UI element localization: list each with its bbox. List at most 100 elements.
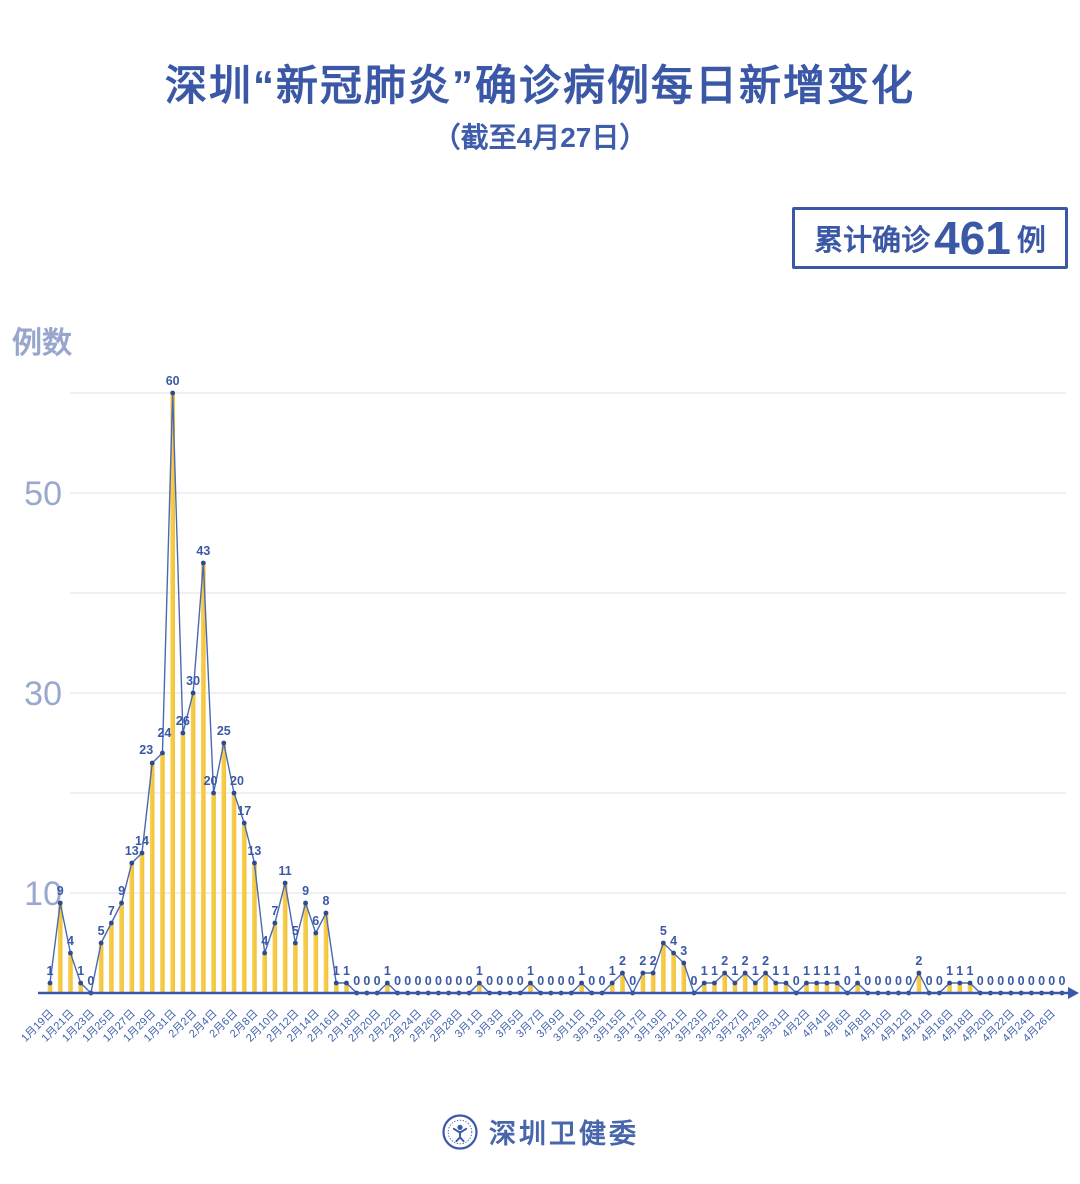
value-label: 0 [1048, 974, 1055, 988]
data-point [804, 980, 809, 986]
value-label: 43 [196, 544, 210, 558]
value-label: 0 [455, 974, 462, 988]
value-label: 9 [57, 884, 64, 898]
bar [262, 953, 267, 993]
data-point [211, 790, 216, 796]
bar [579, 983, 584, 993]
bar [753, 983, 758, 993]
data-point [476, 980, 482, 986]
data-point [98, 940, 104, 946]
data-point [650, 970, 656, 976]
value-label: 1 [803, 964, 810, 978]
value-label: 0 [936, 974, 943, 988]
bar [323, 913, 329, 993]
bar [967, 983, 973, 993]
data-point [78, 980, 84, 986]
value-label: 1 [956, 964, 963, 978]
value-label: 0 [691, 974, 698, 988]
value-label: 6 [312, 914, 319, 928]
value-label: 11 [279, 864, 292, 878]
data-point [620, 970, 625, 976]
value-label: 2 [742, 954, 749, 968]
value-label: 0 [517, 974, 524, 988]
data-point [671, 950, 676, 956]
bar [712, 983, 717, 993]
value-label: 0 [537, 974, 544, 988]
value-label: 1 [731, 964, 738, 978]
value-label: 1 [752, 964, 759, 978]
value-label: 23 [139, 743, 153, 757]
bar [303, 903, 308, 993]
value-label: 13 [125, 844, 139, 858]
value-label: 0 [588, 974, 595, 988]
bar [773, 983, 779, 993]
data-point [773, 980, 779, 986]
value-label: 26 [176, 714, 190, 728]
value-label: 0 [1018, 974, 1025, 988]
data-point [190, 690, 196, 696]
data-point [609, 980, 615, 986]
value-label: 0 [895, 974, 902, 988]
value-label: 4 [261, 934, 268, 948]
value-label: 0 [466, 974, 473, 988]
data-point [160, 750, 165, 756]
value-label: 0 [1059, 974, 1066, 988]
bar [701, 983, 707, 993]
data-point [149, 760, 155, 766]
bar [834, 983, 840, 993]
data-point [313, 930, 319, 936]
bar [98, 943, 104, 993]
bar [78, 983, 83, 993]
value-label: 0 [1038, 974, 1045, 988]
data-point [824, 980, 830, 986]
value-label: 1 [701, 964, 708, 978]
data-point [108, 920, 114, 926]
value-label: 0 [844, 974, 851, 988]
value-label: 8 [323, 894, 330, 908]
data-point [129, 860, 135, 866]
value-label: 0 [394, 974, 401, 988]
bar [650, 973, 656, 993]
value-label: 1 [476, 964, 483, 978]
data-point [742, 970, 748, 976]
value-label: 0 [363, 974, 370, 988]
bar [272, 923, 278, 993]
data-point [231, 790, 237, 796]
org-name-label: 深圳卫健委 [489, 1119, 639, 1149]
bar [620, 973, 625, 993]
value-label: 0 [547, 974, 554, 988]
cumulative-total-badge: 累计确诊 461 例 [792, 207, 1068, 269]
value-label: 1 [47, 964, 54, 978]
page-subtitle: （截至4月27日） [432, 122, 648, 153]
value-label: 14 [135, 834, 149, 848]
value-label: 1 [946, 964, 953, 978]
value-label: 17 [237, 804, 251, 818]
bar [201, 563, 206, 993]
value-label: 4 [67, 934, 74, 948]
value-label: 1 [772, 964, 779, 978]
bar [68, 953, 73, 993]
value-label: 1 [711, 964, 718, 978]
bar [344, 983, 349, 993]
data-point [200, 560, 206, 566]
value-label: 0 [445, 974, 452, 988]
data-point [180, 730, 186, 736]
value-label: 60 [166, 374, 180, 388]
value-label: 0 [568, 974, 575, 988]
page-title: 深圳“新冠肺炎”确诊病例每日新增变化 [164, 62, 915, 109]
bar [149, 763, 155, 993]
bar [477, 983, 482, 993]
data-point [834, 980, 840, 986]
value-label: 0 [435, 974, 442, 988]
bar [190, 693, 196, 993]
bar [722, 973, 727, 993]
value-label: 0 [864, 974, 871, 988]
value-label: 0 [1028, 974, 1035, 988]
bar [804, 983, 809, 993]
value-label: 5 [98, 924, 105, 938]
bar [671, 953, 676, 993]
value-label: 0 [793, 974, 800, 988]
data-point [68, 950, 73, 956]
value-label: 20 [204, 774, 218, 788]
